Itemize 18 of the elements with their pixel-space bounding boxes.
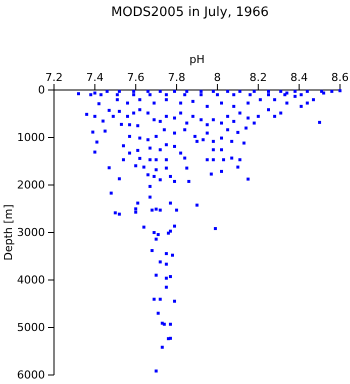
y-tick-label: 4000 bbox=[17, 274, 45, 287]
y-axis-title: Depth [m] bbox=[2, 204, 15, 261]
chart-title: MODS2005 in July, 1966 bbox=[111, 5, 269, 20]
y-tick-label: 0 bbox=[38, 84, 45, 97]
x-tick-label: 8.4 bbox=[290, 71, 308, 84]
x-tick-label: 8.2 bbox=[250, 71, 268, 84]
x-tick-label: 8.6 bbox=[331, 71, 349, 84]
x-axis-title: pH bbox=[189, 53, 205, 66]
x-tick-label: 7.4 bbox=[86, 71, 104, 84]
x-tick-label: 8 bbox=[214, 71, 221, 84]
x-tick-label: 7.2 bbox=[45, 71, 63, 84]
y-tick-label: 2000 bbox=[17, 178, 45, 192]
y-tick-label: 6000 bbox=[17, 368, 45, 382]
x-tick-label: 7.6 bbox=[126, 71, 144, 84]
x-tick-label: 7.8 bbox=[168, 71, 186, 84]
y-tick-label: 1000 bbox=[17, 131, 45, 144]
y-tick-label: 5000 bbox=[17, 321, 45, 334]
y-tick-label: 3000 bbox=[17, 226, 45, 240]
